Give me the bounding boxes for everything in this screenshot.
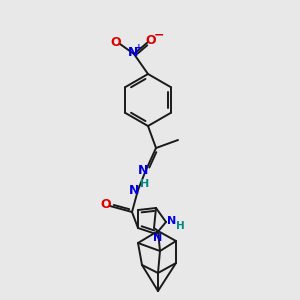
Text: H: H xyxy=(140,179,150,189)
Text: O: O xyxy=(101,199,111,212)
Text: O: O xyxy=(146,34,156,47)
Text: N: N xyxy=(129,184,139,197)
Text: −: − xyxy=(154,28,164,41)
Text: N: N xyxy=(167,216,177,226)
Text: +: + xyxy=(135,44,143,52)
Text: H: H xyxy=(176,221,184,231)
Text: N: N xyxy=(153,233,163,243)
Text: N: N xyxy=(128,46,138,59)
Text: N: N xyxy=(138,164,148,176)
Text: O: O xyxy=(111,37,121,50)
